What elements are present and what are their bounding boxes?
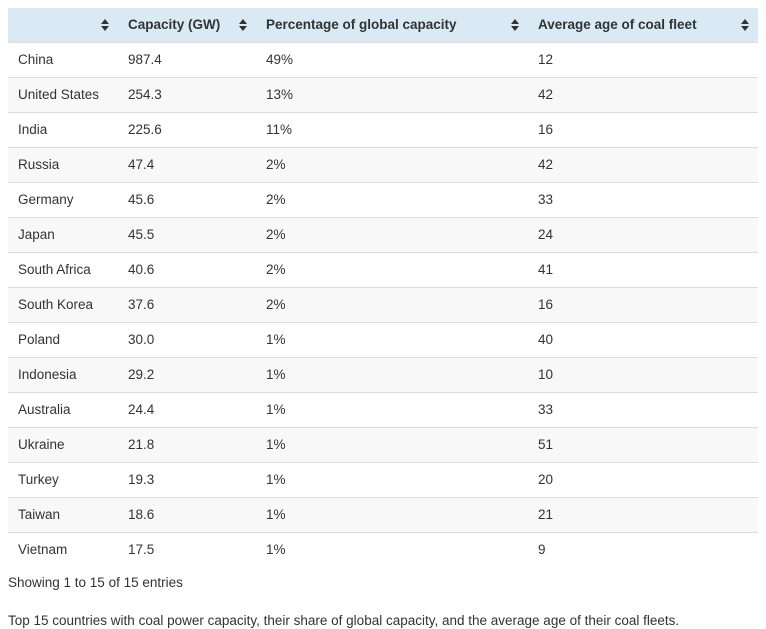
table-cell: Poland bbox=[8, 322, 118, 358]
table-cell: 13% bbox=[256, 77, 528, 113]
table-cell: 16 bbox=[528, 287, 758, 323]
table-cell: 40.6 bbox=[118, 252, 256, 288]
table-cell: 17.5 bbox=[118, 532, 256, 567]
table-cell: 254.3 bbox=[118, 77, 256, 113]
table-cell: 9 bbox=[528, 532, 758, 567]
table-row: Poland 30.0 1% 40 bbox=[8, 322, 758, 358]
table-cell: 24 bbox=[528, 217, 758, 253]
table-cell: Japan bbox=[8, 217, 118, 253]
table-cell: Ukraine bbox=[8, 427, 118, 463]
table-row: India 225.6 11% 16 bbox=[8, 112, 758, 148]
table-cell: 33 bbox=[528, 392, 758, 428]
table-cell: 1% bbox=[256, 532, 528, 567]
table-cell: 40 bbox=[528, 322, 758, 358]
sort-icon bbox=[741, 19, 749, 31]
table-cell: 1% bbox=[256, 392, 528, 428]
table-row: Ukraine 21.8 1% 51 bbox=[8, 427, 758, 463]
table-cell: 29.2 bbox=[118, 357, 256, 393]
table-cell: 37.6 bbox=[118, 287, 256, 323]
table-caption: Top 15 countries with coal power capacit… bbox=[8, 613, 680, 628]
table-row: Japan 45.5 2% 24 bbox=[8, 217, 758, 253]
table-cell: Indonesia bbox=[8, 357, 118, 393]
column-header-percentage-label: Percentage of global capacity bbox=[266, 17, 457, 32]
table-cell: 41 bbox=[528, 252, 758, 288]
sort-icon bbox=[239, 19, 247, 31]
table-cell: 11% bbox=[256, 112, 528, 148]
column-header-average-age-label: Average age of coal fleet bbox=[538, 17, 697, 32]
table-cell: Russia bbox=[8, 147, 118, 183]
header-row: Capacity (GW) Percentage of global capac… bbox=[8, 8, 758, 43]
column-header-capacity[interactable]: Capacity (GW) bbox=[118, 8, 256, 43]
table-cell: 42 bbox=[528, 77, 758, 113]
table-cell: 225.6 bbox=[118, 112, 256, 148]
table-cell: 21 bbox=[528, 497, 758, 533]
table-row: South Korea 37.6 2% 16 bbox=[8, 287, 758, 323]
table-cell: Taiwan bbox=[8, 497, 118, 533]
table-cell: 2% bbox=[256, 182, 528, 218]
table-cell: 1% bbox=[256, 462, 528, 498]
table-row: Vietnam 17.5 1% 9 bbox=[8, 532, 758, 567]
table-cell: 24.4 bbox=[118, 392, 256, 428]
table-cell: Australia bbox=[8, 392, 118, 428]
table-cell: India bbox=[8, 112, 118, 148]
table-row: South Africa 40.6 2% 41 bbox=[8, 252, 758, 288]
table-cell: China bbox=[8, 42, 118, 78]
table-row: China 987.4 49% 12 bbox=[8, 42, 758, 78]
table-row: Germany 45.6 2% 33 bbox=[8, 182, 758, 218]
column-header-country[interactable] bbox=[8, 8, 118, 43]
table-cell: 18.6 bbox=[118, 497, 256, 533]
table-row: Taiwan 18.6 1% 21 bbox=[8, 497, 758, 533]
table-cell: South Africa bbox=[8, 252, 118, 288]
table-row: United States 254.3 13% 42 bbox=[8, 77, 758, 113]
table-row: Turkey 19.3 1% 20 bbox=[8, 462, 758, 498]
table-header: Capacity (GW) Percentage of global capac… bbox=[8, 8, 758, 43]
table-cell: 33 bbox=[528, 182, 758, 218]
table-cell: 1% bbox=[256, 322, 528, 358]
table-cell: 20 bbox=[528, 462, 758, 498]
table-cell: 49% bbox=[256, 42, 528, 78]
table-cell: Turkey bbox=[8, 462, 118, 498]
sort-icon bbox=[101, 19, 109, 31]
column-header-percentage[interactable]: Percentage of global capacity bbox=[256, 8, 528, 43]
table-cell: 16 bbox=[528, 112, 758, 148]
table-cell: 2% bbox=[256, 217, 528, 253]
coal-capacity-table: Capacity (GW) Percentage of global capac… bbox=[8, 8, 758, 567]
table-cell: 47.4 bbox=[118, 147, 256, 183]
table-cell: 42 bbox=[528, 147, 758, 183]
table-cell: 21.8 bbox=[118, 427, 256, 463]
table-cell: 51 bbox=[528, 427, 758, 463]
table-cell: 10 bbox=[528, 357, 758, 393]
table-cell: 987.4 bbox=[118, 42, 256, 78]
table-cell: Germany bbox=[8, 182, 118, 218]
sort-icon bbox=[511, 19, 519, 31]
table-cell: 2% bbox=[256, 287, 528, 323]
column-header-capacity-label: Capacity (GW) bbox=[128, 17, 221, 32]
table-cell: United States bbox=[8, 77, 118, 113]
table-cell: 2% bbox=[256, 147, 528, 183]
table-cell: 30.0 bbox=[118, 322, 256, 358]
table-cell: 19.3 bbox=[118, 462, 256, 498]
table-cell: Vietnam bbox=[8, 532, 118, 567]
table-cell: 1% bbox=[256, 427, 528, 463]
table-cell: 45.5 bbox=[118, 217, 256, 253]
table-info-text: Showing 1 to 15 of 15 entries bbox=[8, 575, 183, 590]
table-cell: 1% bbox=[256, 497, 528, 533]
table-cell: South Korea bbox=[8, 287, 118, 323]
table-cell: 2% bbox=[256, 252, 528, 288]
table-row: Australia 24.4 1% 33 bbox=[8, 392, 758, 428]
table-cell: 1% bbox=[256, 357, 528, 393]
table-cell: 12 bbox=[528, 42, 758, 78]
table-body: China 987.4 49% 12 United States 254.3 13% 42 In… bbox=[8, 42, 758, 567]
column-header-average-age[interactable]: Average age of coal fleet bbox=[528, 8, 758, 43]
table-row: Indonesia 29.2 1% 10 bbox=[8, 357, 758, 393]
table-row: Russia 47.4 2% 42 bbox=[8, 147, 758, 183]
table-cell: 45.6 bbox=[118, 182, 256, 218]
